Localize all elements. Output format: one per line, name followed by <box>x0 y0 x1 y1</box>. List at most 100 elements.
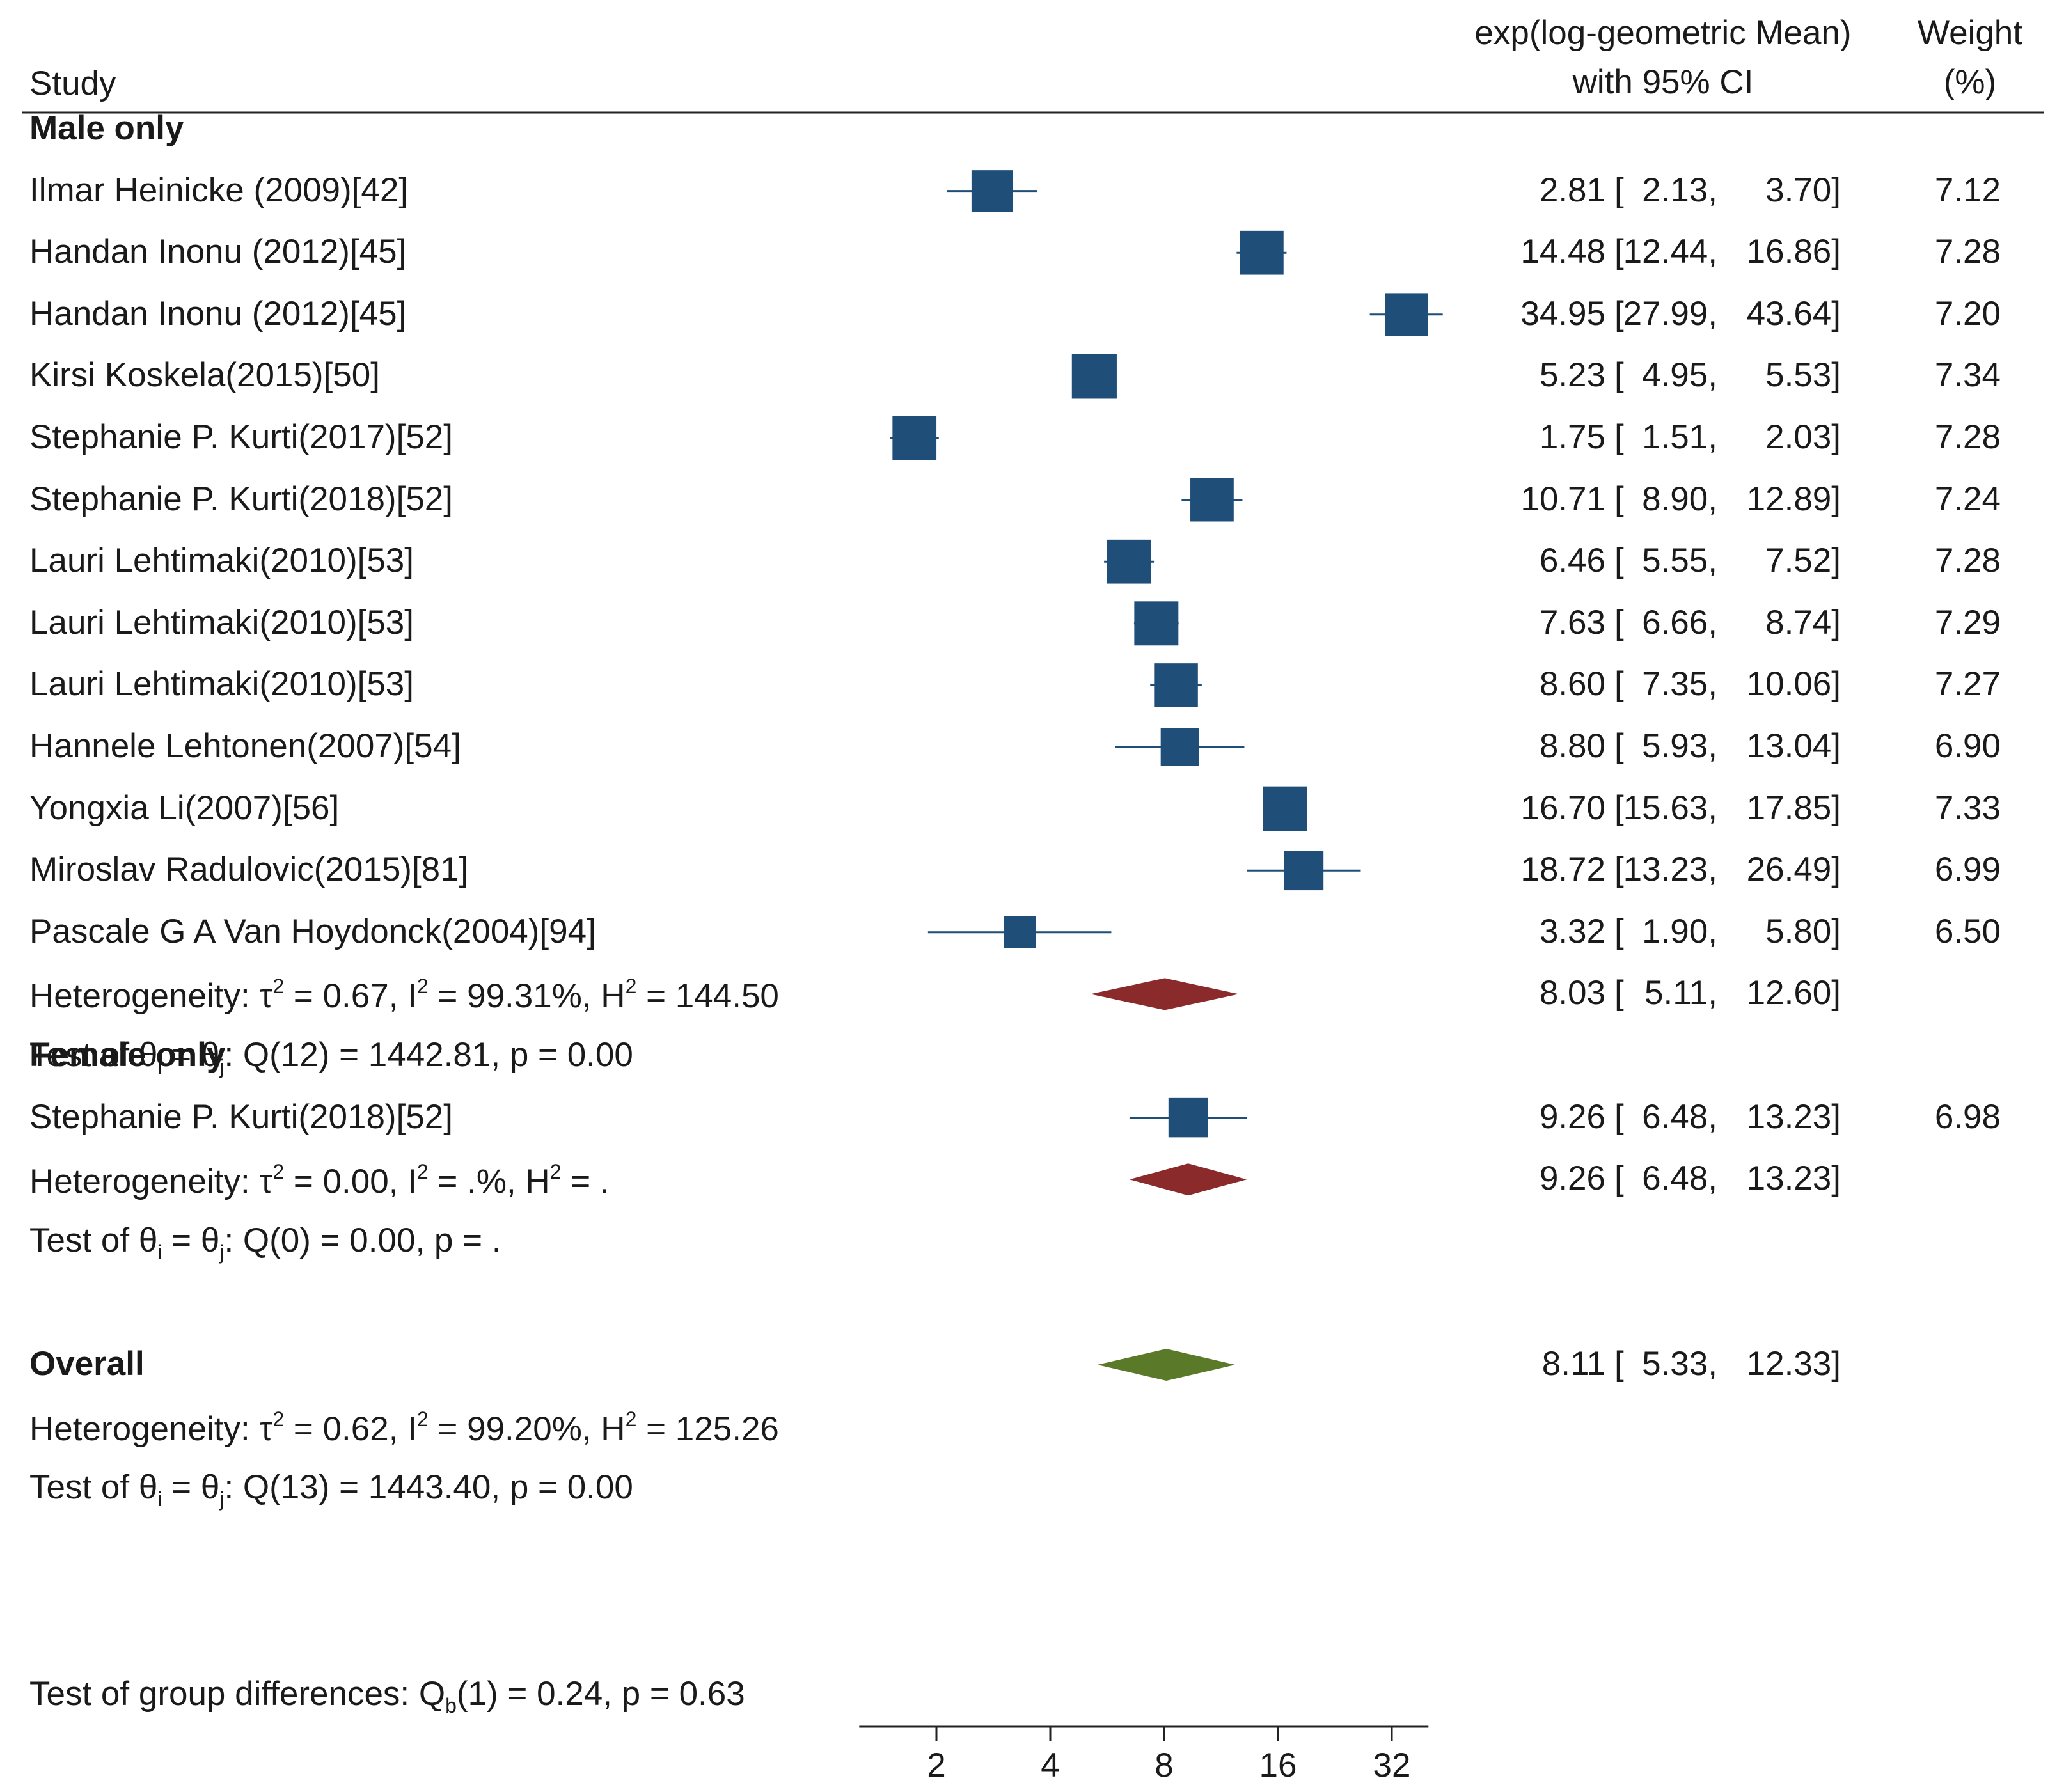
study-label: Hannele Lehtonen(2007)[54] <box>29 727 461 765</box>
stat-text: = θ <box>162 1468 220 1507</box>
study-ci-lower: 13.23, <box>1623 851 1717 889</box>
subgroup-ci-bracket: [ <box>1614 974 1624 1012</box>
stat-text: : Q(13) = 1443.40, p = 0.00 <box>224 1468 633 1507</box>
study-ci-bracket: [ <box>1614 418 1624 456</box>
study-marker <box>892 416 937 460</box>
subgroup-test: Test of θi = θj: Q(0) = 0.00, p = . <box>29 1223 501 1262</box>
study-ci-lower: 15.63, <box>1623 789 1717 827</box>
study-ci-bracket: [ <box>1614 480 1624 518</box>
study-ci-bracket: [ <box>1614 727 1624 765</box>
study-ci-upper: 43.64] <box>1746 294 1841 333</box>
study-ci-bracket: [ <box>1614 665 1624 703</box>
study-ci-lower: 1.51, <box>1642 418 1717 456</box>
study-ci-upper: 2.03] <box>1765 418 1841 456</box>
stat-text: = 99.20%, H <box>428 1410 626 1448</box>
study-label: Kirsi Koskela(2015)[50] <box>29 356 380 395</box>
study-marker <box>1284 851 1324 891</box>
stat-text: Test of θ <box>29 1468 158 1507</box>
study-weight: 7.33 <box>1934 789 2001 827</box>
overall-test: Test of θi = θj: Q(13) = 1443.40, p = 0.… <box>29 1470 633 1509</box>
stat-text: Heterogeneity: τ <box>29 977 273 1016</box>
study-label: Lauri Lehtimaki(2010)[53] <box>29 603 414 641</box>
stat-text: Test of group differences: Q <box>29 1675 446 1713</box>
study-weight: 7.27 <box>1934 665 2001 703</box>
study-ci-bracket: [ <box>1614 171 1624 209</box>
study-ci-bracket: [ <box>1614 1097 1624 1136</box>
study-marker <box>1263 786 1307 831</box>
study-label: Stephanie P. Kurti(2017)[52] <box>29 418 453 456</box>
study-label: Ilmar Heinicke (2009)[42] <box>29 171 409 209</box>
stat-text: = .%, H <box>428 1163 550 1201</box>
study-ci-lower: 12.44, <box>1623 233 1717 271</box>
study-weight: 7.34 <box>1934 356 2001 395</box>
subgroup-ci-upper: 12.60] <box>1746 974 1841 1012</box>
x-tick-label: 32 <box>1373 1747 1411 1784</box>
study-ci-bracket: [ <box>1614 851 1624 889</box>
study-label: Miroslav Radulovic(2015)[81] <box>29 851 469 889</box>
weight-column-header: Weight (%) <box>1868 9 2057 107</box>
subgroup-ci-bracket: [ <box>1614 1159 1624 1198</box>
study-column-header: Study <box>29 65 116 102</box>
stat-text: = 0.00, I <box>284 1163 417 1201</box>
stat-text: Heterogeneity: τ <box>29 1410 273 1448</box>
superscript: 2 <box>416 1407 429 1431</box>
study-ci-upper: 17.85] <box>1746 789 1841 827</box>
overall-ci-bracket: [ <box>1614 1345 1624 1383</box>
study-ci-upper: 5.80] <box>1765 912 1841 950</box>
study-ci-upper: 7.52] <box>1765 542 1841 580</box>
overall-heterogeneity: Heterogeneity: τ2 = 0.62, I2 = 99.20%, H… <box>29 1409 779 1446</box>
study-label: Pascale G A Van Hoydonck(2004)[94] <box>29 912 596 950</box>
study-marker <box>1160 728 1199 766</box>
study-ci-bracket: [ <box>1614 294 1624 333</box>
study-estimate: 6.46 <box>1539 542 1605 580</box>
superscript: 2 <box>416 975 429 998</box>
superscript: 2 <box>549 1160 562 1184</box>
study-estimate: 34.95 <box>1520 294 1605 333</box>
study-ci-bracket: [ <box>1614 603 1624 641</box>
study-ci-upper: 3.70] <box>1765 171 1841 209</box>
overall-ci-lower: 5.33, <box>1642 1345 1717 1383</box>
study-marker <box>1385 293 1428 336</box>
overall-diamond <box>1097 1349 1236 1381</box>
study-ci-upper: 5.53] <box>1765 356 1841 395</box>
stat-text: = 144.50 <box>636 977 779 1016</box>
study-ci-lower: 7.35, <box>1642 665 1717 703</box>
subscript: i <box>157 1240 162 1264</box>
subgroup-test: Test of θi = θj: Q(12) = 1442.81, p = 0.… <box>29 1038 633 1077</box>
stat-text: : Q(0) = 0.00, p = . <box>224 1221 501 1259</box>
stat-text: = 125.26 <box>636 1410 779 1448</box>
study-ci-lower: 6.66, <box>1642 603 1717 641</box>
subgroup-diamond <box>1090 978 1239 1010</box>
overall-ci-upper: 12.33] <box>1746 1345 1841 1383</box>
study-weight: 6.50 <box>1934 912 2001 950</box>
overall-heading: Overall <box>29 1345 145 1383</box>
study-ci-lower: 2.13, <box>1642 171 1717 209</box>
study-weight: 7.28 <box>1934 418 2001 456</box>
study-marker <box>1168 1097 1208 1138</box>
effect-header-line2: with 95% CI <box>1572 63 1754 101</box>
stat-text: : Q(12) = 1442.81, p = 0.00 <box>224 1036 633 1074</box>
stat-text: (1) = 0.24, p = 0.63 <box>456 1675 745 1713</box>
study-label: Stephanie P. Kurti(2018)[52] <box>29 480 453 518</box>
group-heading: Female only <box>29 1036 226 1074</box>
study-weight: 6.98 <box>1934 1097 2001 1136</box>
study-marker <box>1154 663 1198 707</box>
stat-text: = 99.31%, H <box>428 977 626 1016</box>
subscript: i <box>157 1488 162 1511</box>
x-tick-label: 4 <box>1041 1747 1059 1784</box>
x-tick-label: 8 <box>1155 1747 1173 1784</box>
study-ci-upper: 13.23] <box>1746 1097 1841 1136</box>
study-label: Lauri Lehtimaki(2010)[53] <box>29 542 414 580</box>
subgroup-diamond <box>1129 1163 1247 1196</box>
subgroup-estimate: 9.26 <box>1539 1159 1605 1198</box>
subgroup-ci-lower: 6.48, <box>1642 1159 1717 1198</box>
study-marker <box>971 170 1013 212</box>
study-marker <box>1107 539 1151 584</box>
study-label: Stephanie P. Kurti(2018)[52] <box>29 1097 453 1136</box>
study-marker <box>1240 230 1284 275</box>
study-estimate: 10.71 <box>1520 480 1605 518</box>
study-estimate: 2.81 <box>1539 171 1605 209</box>
study-estimate: 1.75 <box>1539 418 1605 456</box>
group-differences-test: Test of group differences: Qb(1) = 0.24,… <box>29 1677 745 1716</box>
